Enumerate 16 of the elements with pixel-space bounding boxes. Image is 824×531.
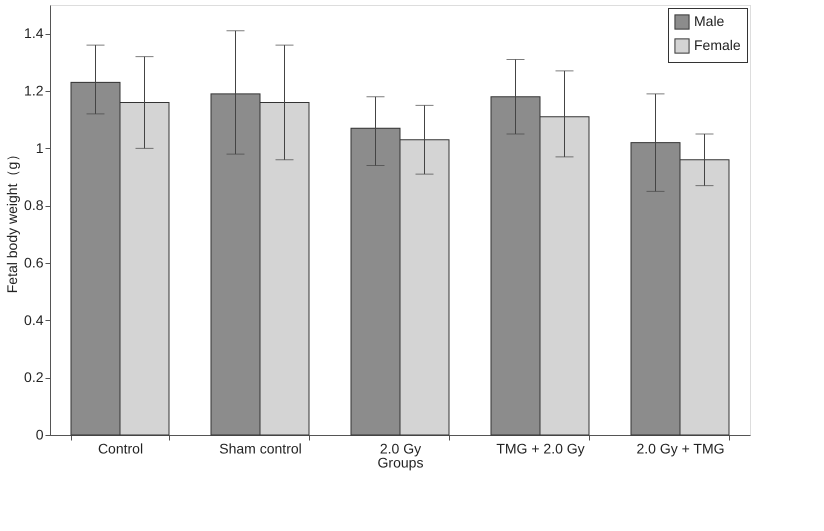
y-axis-title: Fetal body weight（g） <box>4 148 20 294</box>
y-tick-label: 0.2 <box>24 369 44 386</box>
y-tick-label: 0.6 <box>24 254 44 270</box>
y-tick-label: 1.4 <box>24 25 44 42</box>
x-tick-label: 2.0 Gy + TMG <box>636 440 725 456</box>
x-tick-label: Control <box>98 440 144 456</box>
y-tick-label: 0.8 <box>24 197 44 214</box>
y-tick-label: 1.2 <box>24 82 44 98</box>
x-tick-label: TMG + 2.0 Gy <box>496 440 585 456</box>
y-tick-label: 0.4 <box>24 312 44 328</box>
x-tick-label: 2.0 Gy <box>380 440 422 456</box>
y-tick-label: 0 <box>36 426 44 442</box>
x-tick-label: Sham control <box>219 440 302 456</box>
y-tick-label: 1 <box>36 140 44 156</box>
legend-label: Male <box>694 13 725 29</box>
legend-label: Female <box>694 37 741 53</box>
